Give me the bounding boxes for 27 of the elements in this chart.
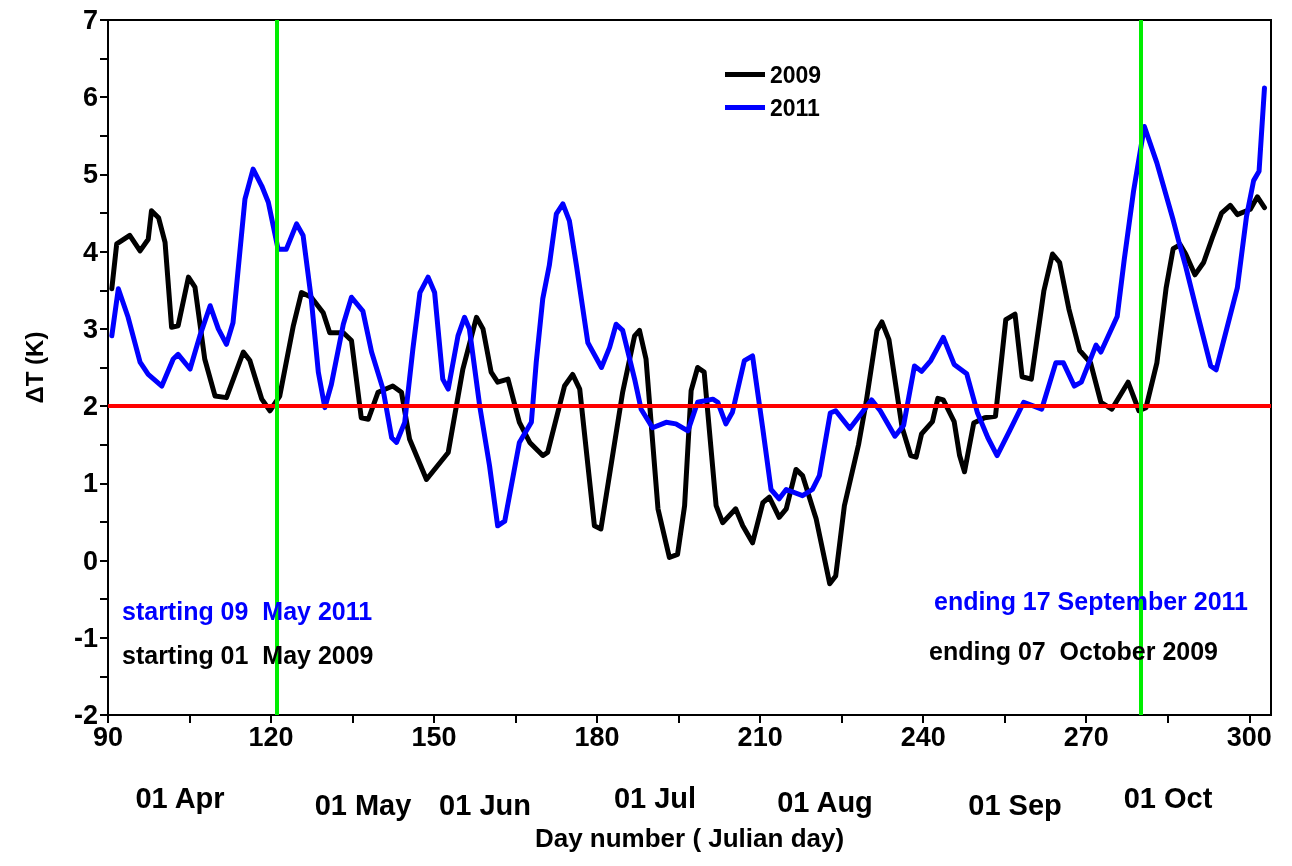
- text: 01 Sep: [968, 788, 1062, 821]
- text: 01 Apr: [135, 781, 225, 814]
- x-tick-label: 210: [737, 721, 783, 752]
- y-tick-label: 1: [82, 468, 98, 499]
- x-tick-label: 150: [411, 721, 457, 752]
- y-tick-label: 4: [82, 236, 98, 267]
- x-axis-title: Day number ( Julian day): [534, 823, 845, 853]
- legend-label: 2011: [770, 94, 821, 121]
- x-tick-label: 120: [248, 721, 294, 752]
- y-tick-label: 7: [82, 5, 98, 35]
- text: 01 Jun: [439, 788, 531, 821]
- legend-label: 2009: [770, 61, 822, 88]
- text: 01 May: [314, 788, 412, 821]
- y-tick-label: 6: [82, 82, 98, 113]
- text: 01 Aug: [777, 785, 873, 818]
- y-tick-label: 0: [82, 545, 98, 576]
- text: 01 Jul: [613, 781, 697, 814]
- x-tick-label: 300: [1226, 721, 1272, 752]
- y-axis-title: ΔT (K): [20, 331, 48, 404]
- x-tick-label: 180: [574, 721, 620, 752]
- x-tick-label: 270: [1063, 721, 1109, 752]
- y-tick-label: -1: [73, 622, 98, 653]
- x-tick-label: 240: [900, 721, 946, 752]
- y-tick-label: 3: [82, 313, 98, 344]
- y-tick-label: 5: [82, 159, 98, 190]
- y-tick-label: 2: [82, 391, 98, 422]
- text: 01 Oct: [1123, 781, 1213, 814]
